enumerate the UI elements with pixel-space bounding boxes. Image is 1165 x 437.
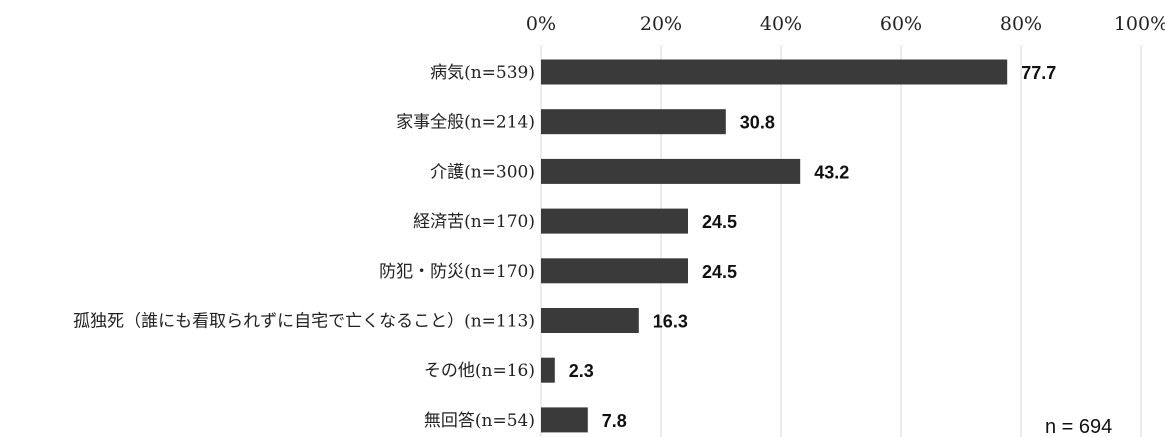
value-label: 30.8: [740, 113, 775, 133]
bar: [541, 407, 588, 433]
value-label: 7.8: [602, 411, 627, 431]
category-label: 経済苦(n=170): [413, 212, 535, 232]
category-label: その他(n=16): [424, 361, 535, 381]
bar: [541, 158, 801, 184]
category-labels: 病気(n=539) 家事全般(n=214) 介護(n=300) 経済苦(n=170) 防…: [73, 63, 535, 431]
value-label: 2.3: [569, 361, 594, 381]
bars: [541, 59, 1008, 433]
x-tick-label: 0%: [526, 13, 556, 35]
category-label: 家事全般(n=214): [396, 113, 535, 133]
value-label: 16.3: [653, 312, 688, 332]
x-tick-label: 40%: [760, 13, 802, 35]
x-tick-label: 60%: [880, 13, 922, 35]
category-label: 防犯・防災(n=170): [379, 262, 535, 282]
bar: [541, 109, 726, 135]
category-label: 病気(n=539): [430, 63, 535, 83]
category-label: 孤独死（誰にも看取られずに自宅で亡くなること）(n=113): [73, 312, 535, 332]
value-label: 43.2: [814, 162, 849, 182]
x-axis-tick-labels: 0% 20% 40% 60% 80% 100%: [526, 13, 1165, 35]
category-label: 無回答(n=54): [424, 411, 535, 431]
bar: [541, 357, 555, 383]
value-label: 24.5: [702, 262, 737, 282]
bar: [541, 258, 688, 284]
category-label: 介護(n=300): [430, 162, 535, 182]
grid-lines: [540, 45, 1142, 437]
value-labels: 77.7 30.8 43.2 24.5 24.5 16.3 2.3 7.8: [569, 63, 1056, 431]
value-label: 24.5: [702, 212, 737, 232]
bar: [541, 208, 688, 234]
bar: [541, 59, 1008, 85]
x-tick-label: 80%: [1000, 13, 1042, 35]
x-tick-label: 100%: [1114, 13, 1165, 35]
sample-size-note: n = 694: [1045, 416, 1112, 437]
x-tick-label: 20%: [640, 13, 682, 35]
bar: [541, 308, 639, 333]
value-label: 77.7: [1021, 63, 1056, 83]
